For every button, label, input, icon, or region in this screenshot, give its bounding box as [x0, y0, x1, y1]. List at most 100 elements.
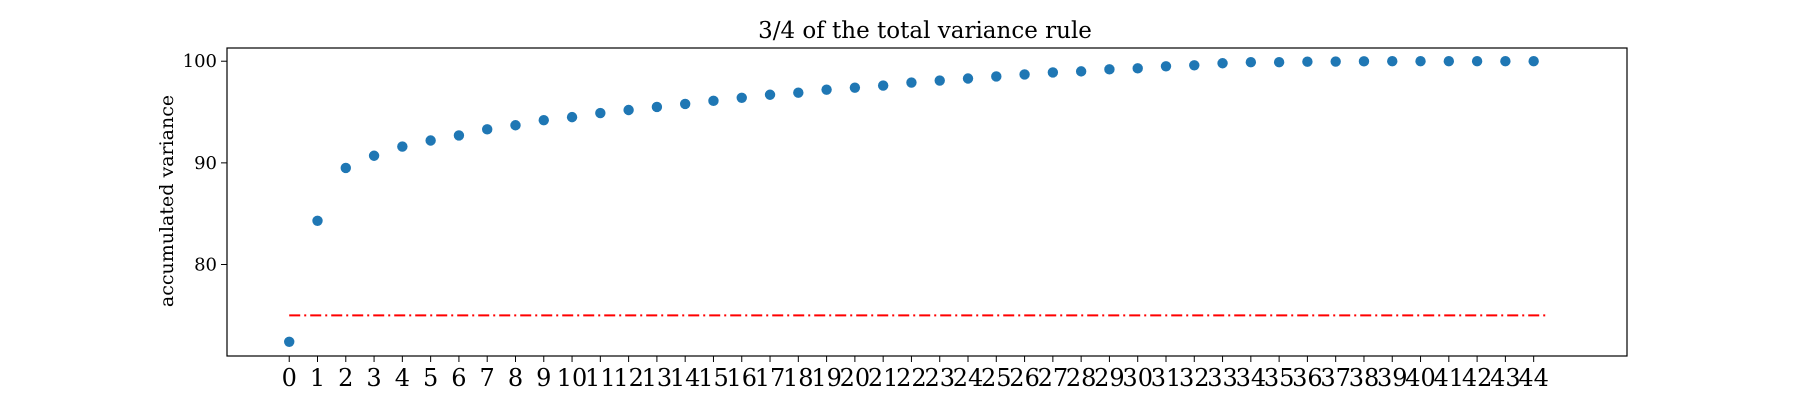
x-tick-label: 32 [1179, 364, 1210, 392]
x-tick-label: 27 [1038, 364, 1069, 392]
x-tick-label: 35 [1264, 364, 1295, 392]
data-point [962, 73, 974, 84]
x-tick-label: 20 [840, 364, 871, 392]
x-axis-ticks: 0 1 2 3 4 5 6 7 8 9 101112131415161718192021222324… [282, 356, 1549, 392]
data-point [1189, 60, 1200, 71]
plot-frame [226, 47, 1628, 357]
y-tick-label: 100 [183, 51, 217, 72]
data-point [284, 336, 295, 347]
data-point [1387, 56, 1398, 67]
data-point [312, 215, 323, 227]
y-tick-label: 80 [194, 255, 217, 276]
x-tick-label: 11 [585, 364, 616, 392]
data-point [877, 80, 889, 91]
x-tick-label: 1 [310, 364, 325, 392]
data-point [793, 87, 804, 98]
data-point [1245, 57, 1257, 68]
x-tick-label: 12 [613, 364, 644, 392]
data-point [849, 82, 861, 93]
x-tick-label: 22 [896, 364, 927, 392]
data-point [368, 150, 380, 161]
x-tick-label: 3 [366, 364, 381, 392]
x-tick-label: 23 [924, 364, 955, 392]
x-tick-label: 21 [868, 364, 899, 392]
x-tick-label: 24 [953, 364, 984, 392]
x-tick-label: 37 [1320, 364, 1351, 392]
x-tick-label: 0 [282, 364, 297, 392]
x-tick-label: 26 [1009, 364, 1040, 392]
x-tick-label: 31 [1151, 364, 1182, 392]
data-point [991, 71, 1002, 82]
data-point [453, 130, 465, 141]
x-tick-label: 41 [1434, 364, 1465, 392]
x-tick-label: 42 [1462, 364, 1493, 392]
data-point [1273, 57, 1285, 68]
data-point [906, 77, 917, 88]
x-tick-label: 28 [1066, 364, 1097, 392]
x-tick-label: 30 [1122, 364, 1153, 392]
data-point [1443, 56, 1455, 67]
x-tick-label: 36 [1292, 364, 1323, 392]
x-tick-label: 25 [981, 364, 1012, 392]
data-point [538, 114, 549, 126]
x-tick-label: 2 [338, 364, 353, 392]
x-tick-label: 18 [783, 364, 814, 392]
x-tick-label: 33 [1207, 364, 1238, 392]
data-point [821, 84, 832, 95]
x-tick-label: 10 [557, 364, 588, 392]
data-point [764, 89, 776, 100]
x-tick-label: 44 [1518, 364, 1549, 392]
data-point [1330, 56, 1341, 67]
x-tick-label: 8 [508, 364, 523, 392]
data-point [679, 98, 691, 110]
data-point [1302, 56, 1313, 67]
data-point [595, 107, 606, 119]
chart-title: 3/4 of the total variance rule [758, 18, 1092, 44]
data-point [1217, 58, 1228, 69]
x-tick-label: 6 [451, 364, 466, 392]
x-tick-label: 5 [423, 364, 438, 392]
x-tick-label: 34 [1236, 364, 1267, 392]
data-point [708, 95, 719, 107]
data-point [482, 124, 493, 135]
x-tick-label: 16 [726, 364, 757, 392]
x-tick-label: 15 [698, 364, 729, 392]
data-point [1019, 69, 1030, 80]
data-point [1132, 63, 1143, 74]
x-tick-label: 40 [1405, 364, 1436, 392]
data-point [1160, 61, 1172, 72]
data-point [510, 120, 521, 131]
x-tick-label: 39 [1377, 364, 1408, 392]
y-tick-label: 90 [194, 153, 217, 174]
data-point [1415, 56, 1426, 67]
data-point [1358, 56, 1370, 67]
data-point [340, 162, 351, 174]
data-point [736, 92, 747, 104]
x-tick-label: 43 [1490, 364, 1521, 392]
data-point [651, 101, 663, 113]
data-point [425, 135, 436, 146]
x-tick-label: 14 [670, 364, 701, 392]
data-point [1471, 56, 1483, 67]
y-axis-ticks: 80 90 100 [183, 51, 227, 276]
x-tick-label: 7 [480, 364, 495, 392]
data-point [566, 111, 578, 123]
y-axis-label: accumulated variance [156, 95, 178, 307]
data-point [1047, 67, 1059, 78]
x-tick-label: 17 [755, 364, 786, 392]
x-tick-label: 38 [1349, 364, 1380, 392]
data-point [397, 141, 408, 152]
x-tick-label: 29 [1094, 364, 1125, 392]
x-tick-label: 19 [811, 364, 842, 392]
data-point [1500, 56, 1511, 67]
x-tick-label: 13 [642, 364, 673, 392]
plot-marks [284, 56, 1548, 347]
data-point [1104, 64, 1115, 75]
data-point [934, 75, 945, 86]
data-point [1075, 66, 1087, 77]
data-point [623, 104, 634, 116]
x-tick-label: 9 [536, 364, 551, 392]
x-tick-label: 4 [395, 364, 410, 392]
data-point [1528, 56, 1539, 67]
